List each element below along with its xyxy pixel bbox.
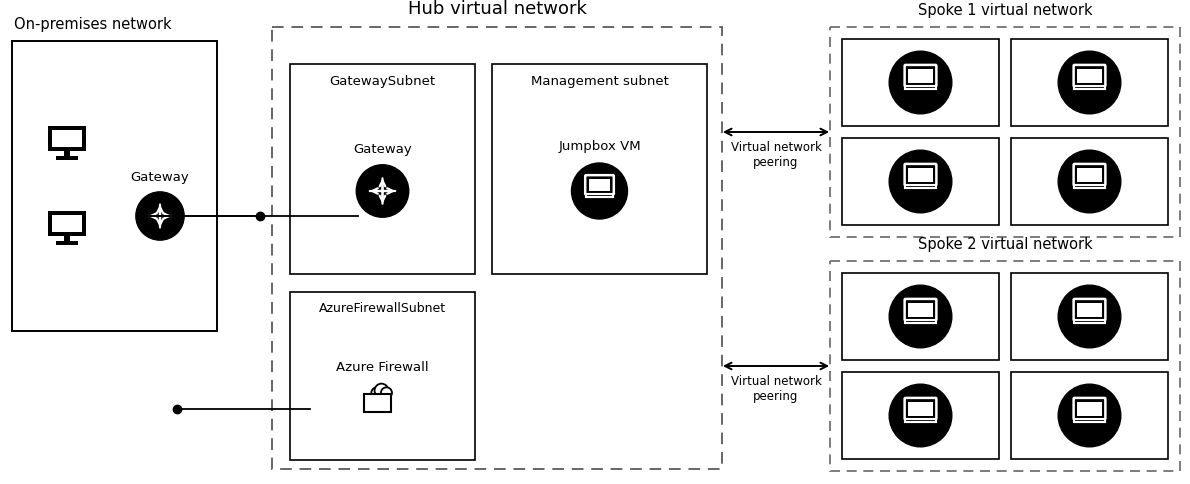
- FancyBboxPatch shape: [1073, 419, 1106, 423]
- Circle shape: [889, 384, 952, 447]
- Bar: [64, 237, 70, 242]
- Bar: [364, 394, 390, 412]
- Circle shape: [371, 388, 382, 398]
- FancyBboxPatch shape: [904, 87, 937, 90]
- Text: Gateway: Gateway: [131, 171, 189, 183]
- FancyBboxPatch shape: [904, 165, 937, 186]
- Bar: [491, 65, 707, 274]
- FancyBboxPatch shape: [1077, 303, 1102, 317]
- Text: GatewaySubnet: GatewaySubnet: [330, 75, 436, 87]
- Text: Management subnet: Management subnet: [531, 75, 669, 87]
- Bar: [49, 127, 86, 151]
- Bar: [52, 131, 82, 148]
- Bar: [1012, 40, 1169, 127]
- FancyBboxPatch shape: [904, 299, 937, 321]
- Circle shape: [1058, 52, 1121, 115]
- FancyBboxPatch shape: [589, 179, 610, 192]
- FancyBboxPatch shape: [908, 303, 933, 317]
- Bar: [843, 139, 998, 226]
- FancyBboxPatch shape: [585, 176, 614, 195]
- FancyBboxPatch shape: [904, 398, 937, 420]
- Circle shape: [381, 388, 392, 398]
- Circle shape: [889, 286, 952, 348]
- FancyBboxPatch shape: [1077, 402, 1102, 416]
- Text: Hub virtual network: Hub virtual network: [407, 0, 587, 18]
- FancyBboxPatch shape: [1073, 165, 1106, 186]
- FancyBboxPatch shape: [1073, 185, 1106, 189]
- Circle shape: [1058, 151, 1121, 213]
- Circle shape: [571, 164, 627, 220]
- Bar: [12, 42, 217, 332]
- Bar: [843, 40, 998, 127]
- FancyBboxPatch shape: [904, 419, 937, 423]
- Bar: [290, 65, 475, 274]
- Bar: [64, 151, 70, 157]
- Text: Spoke 1 virtual network: Spoke 1 virtual network: [917, 3, 1092, 18]
- Text: AzureFirewallSubnet: AzureFirewallSubnet: [319, 302, 446, 315]
- Bar: [49, 212, 86, 237]
- Text: Virtual network
peering: Virtual network peering: [731, 141, 821, 168]
- FancyBboxPatch shape: [904, 320, 937, 324]
- Circle shape: [889, 151, 952, 213]
- Bar: [843, 372, 998, 459]
- Text: Azure Firewall: Azure Firewall: [337, 360, 428, 373]
- Bar: [829, 28, 1180, 238]
- Bar: [290, 292, 475, 460]
- Circle shape: [1058, 384, 1121, 447]
- FancyBboxPatch shape: [1077, 168, 1102, 182]
- Text: Jumpbox VM: Jumpbox VM: [558, 140, 640, 152]
- Circle shape: [889, 52, 952, 115]
- FancyBboxPatch shape: [1073, 398, 1106, 420]
- Bar: [56, 242, 77, 245]
- Text: Virtual network
peering: Virtual network peering: [731, 374, 821, 402]
- FancyBboxPatch shape: [908, 402, 933, 416]
- FancyBboxPatch shape: [1073, 299, 1106, 321]
- FancyBboxPatch shape: [1073, 66, 1106, 87]
- FancyBboxPatch shape: [1077, 70, 1102, 83]
- Text: Spoke 2 virtual network: Spoke 2 virtual network: [917, 237, 1092, 252]
- Bar: [56, 157, 77, 161]
- FancyBboxPatch shape: [908, 70, 933, 83]
- Bar: [829, 261, 1180, 471]
- Text: Gateway: Gateway: [353, 143, 412, 156]
- Ellipse shape: [356, 166, 408, 218]
- FancyBboxPatch shape: [904, 185, 937, 189]
- Bar: [1012, 139, 1169, 226]
- Bar: [273, 28, 722, 469]
- Ellipse shape: [136, 193, 184, 241]
- FancyBboxPatch shape: [904, 66, 937, 87]
- Circle shape: [375, 384, 388, 398]
- FancyBboxPatch shape: [908, 168, 933, 182]
- FancyBboxPatch shape: [1073, 87, 1106, 90]
- FancyBboxPatch shape: [585, 195, 614, 198]
- Bar: [52, 215, 82, 233]
- Text: On-premises network: On-premises network: [14, 17, 171, 32]
- Bar: [1012, 372, 1169, 459]
- Bar: [1012, 273, 1169, 360]
- Bar: [843, 273, 998, 360]
- FancyBboxPatch shape: [1073, 320, 1106, 324]
- Circle shape: [1058, 286, 1121, 348]
